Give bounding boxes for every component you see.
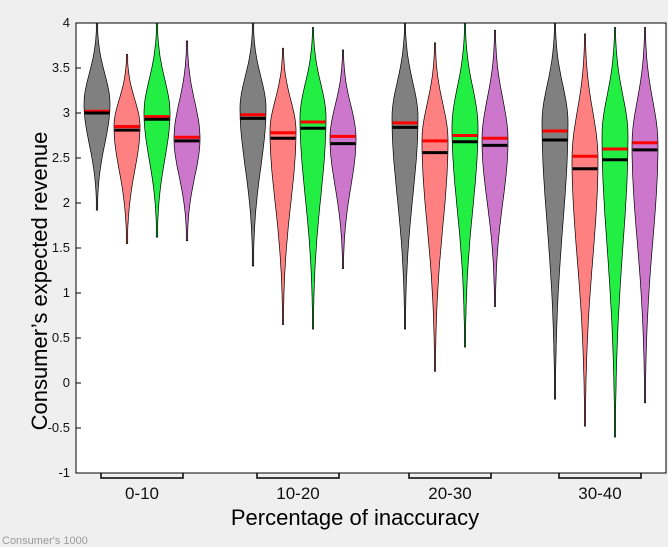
y-tick-label: 3.5 xyxy=(52,60,70,75)
violin xyxy=(631,27,659,404)
violin xyxy=(571,33,599,427)
y-tick-label: 0 xyxy=(63,375,70,390)
violin xyxy=(113,54,141,244)
violin-layer xyxy=(83,22,659,438)
y-axis-ticks: -1 -0.5 0 0.5 1 1.5 2 2.5 3 3.5 4 xyxy=(48,15,81,480)
violin xyxy=(269,47,297,325)
category-label: 10-20 xyxy=(276,484,319,503)
y-tick-label: -0.5 xyxy=(48,420,70,435)
violin xyxy=(83,22,111,211)
violin xyxy=(391,22,419,330)
y-tick-label: 2 xyxy=(63,195,70,210)
violin xyxy=(299,27,327,330)
violin xyxy=(239,22,267,267)
category-label: 0-10 xyxy=(125,484,159,503)
category-label: 20-30 xyxy=(428,484,471,503)
violin xyxy=(451,22,479,348)
violin xyxy=(601,27,629,438)
violin xyxy=(541,22,569,400)
violin xyxy=(143,22,171,238)
footer-text: Consumer's 1000 xyxy=(2,535,88,547)
y-tick-label: 2.5 xyxy=(52,150,70,165)
category-bracket xyxy=(256,473,340,479)
y-axis-title: Consumer’s expected revenue xyxy=(27,132,52,431)
y-tick-label: 3 xyxy=(63,105,70,120)
category-bracket xyxy=(558,473,642,479)
x-axis-title: Percentage of inaccuracy xyxy=(231,505,479,530)
category-label: 30-40 xyxy=(578,484,621,503)
y-tick-label: 0.5 xyxy=(52,330,70,345)
category-bracket xyxy=(100,473,184,479)
y-tick-label: 1 xyxy=(63,285,70,300)
category-brackets: 0-10 10-20 20-30 30-40 xyxy=(100,473,642,503)
category-bracket xyxy=(408,473,492,479)
violin xyxy=(329,49,357,270)
y-tick-label: -1 xyxy=(58,465,70,480)
violin xyxy=(421,42,449,372)
y-tick-label: 1.5 xyxy=(52,240,70,255)
violin xyxy=(481,29,509,307)
plot-area xyxy=(75,22,667,474)
y-tick-label: 4 xyxy=(63,15,70,30)
